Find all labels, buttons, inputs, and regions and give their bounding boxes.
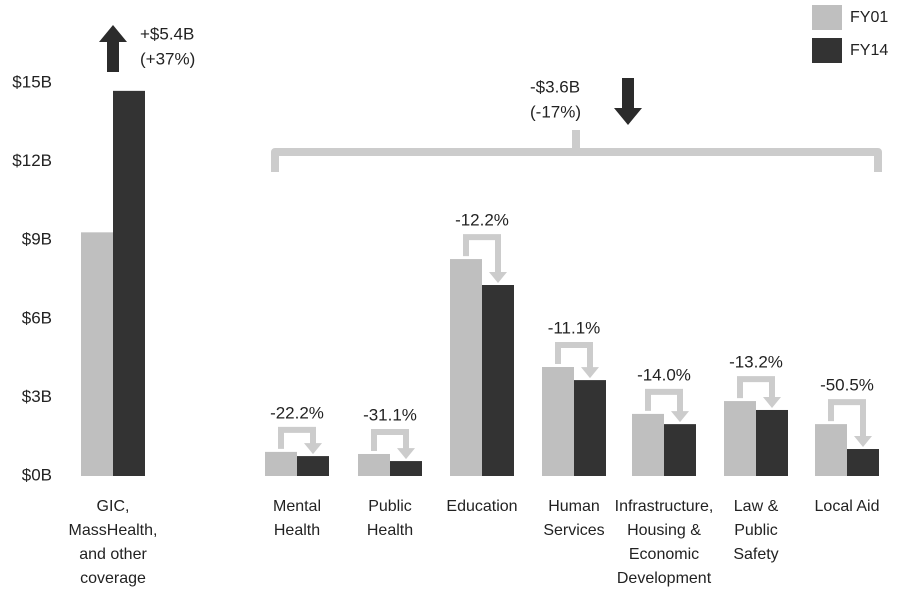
bar bbox=[81, 232, 113, 476]
x-tick-label: Safety bbox=[733, 546, 778, 563]
y-tick-label: $9B bbox=[22, 230, 52, 249]
x-tick-label: Education bbox=[446, 498, 517, 515]
bar bbox=[113, 90, 145, 477]
bar bbox=[574, 380, 606, 476]
y-tick-label: $12B bbox=[12, 151, 52, 170]
x-tick-label: Law & bbox=[734, 498, 779, 515]
bracket bbox=[271, 130, 882, 172]
legend-swatch bbox=[812, 5, 842, 30]
legend-swatch bbox=[812, 38, 842, 63]
x-tick-label: Health bbox=[367, 522, 413, 539]
change-arrowhead bbox=[671, 411, 689, 423]
bar bbox=[847, 449, 879, 476]
x-tick-label: Economic bbox=[629, 546, 699, 563]
bar bbox=[724, 401, 756, 476]
bar bbox=[542, 367, 574, 476]
change-label: -14.0% bbox=[637, 365, 691, 384]
change-arrow bbox=[278, 426, 316, 449]
x-tick-label: Human bbox=[548, 498, 600, 515]
x-tick-label: and other bbox=[79, 546, 147, 563]
annotation: -$3.6B bbox=[530, 77, 580, 96]
x-tick-label: Services bbox=[543, 522, 604, 539]
annotation: (-17%) bbox=[530, 102, 581, 121]
y-tick-label: $15B bbox=[12, 72, 52, 91]
legend-label: FY01 bbox=[850, 9, 888, 26]
x-tick-label: Housing & bbox=[627, 522, 701, 539]
change-arrowhead bbox=[304, 443, 322, 455]
change-arrow bbox=[371, 428, 409, 451]
x-tick-label: coverage bbox=[80, 570, 146, 587]
change-label: -31.1% bbox=[363, 405, 417, 424]
change-arrow bbox=[463, 234, 501, 274]
change-arrow bbox=[645, 388, 683, 413]
change-arrow bbox=[828, 399, 866, 438]
x-tick-label: Public bbox=[368, 498, 412, 515]
bar bbox=[632, 413, 664, 476]
change-label: -12.2% bbox=[455, 211, 509, 230]
y-tick-label: $6B bbox=[22, 308, 52, 327]
bar bbox=[390, 461, 422, 476]
x-tick-label: Local Aid bbox=[815, 498, 880, 515]
y-tick-label: $3B bbox=[22, 387, 52, 406]
change-label: -50.5% bbox=[820, 376, 874, 395]
x-tick-label: Development bbox=[617, 570, 712, 587]
change-arrow bbox=[555, 342, 593, 369]
change-arrowhead bbox=[854, 436, 872, 448]
bar bbox=[815, 424, 847, 476]
x-tick-label: Health bbox=[274, 522, 320, 539]
annotation: +$5.4B bbox=[140, 24, 194, 43]
bar bbox=[482, 285, 514, 476]
change-arrowhead bbox=[581, 367, 599, 379]
change-arrowhead bbox=[763, 396, 781, 408]
bar bbox=[265, 451, 297, 476]
up-arrow bbox=[99, 25, 127, 72]
bar bbox=[756, 409, 788, 476]
x-tick-label: Infrastructure, bbox=[615, 498, 714, 515]
annotation: (+37%) bbox=[140, 49, 195, 68]
bar bbox=[664, 424, 696, 476]
change-label: -22.2% bbox=[270, 403, 324, 422]
x-tick-label: GIC, bbox=[97, 498, 130, 515]
bar bbox=[358, 453, 390, 476]
change-arrow bbox=[737, 376, 775, 399]
x-tick-label: Mental bbox=[273, 498, 321, 515]
legend-label: FY14 bbox=[850, 42, 888, 59]
x-tick-label: Public bbox=[734, 522, 778, 539]
x-tick-label: MassHealth, bbox=[69, 522, 158, 539]
bar bbox=[297, 456, 329, 476]
down-arrow bbox=[614, 78, 642, 125]
change-label: -11.1% bbox=[548, 318, 601, 337]
change-label: -13.2% bbox=[729, 353, 783, 372]
y-tick-label: $0B bbox=[22, 465, 52, 484]
bar bbox=[450, 259, 482, 476]
change-arrowhead bbox=[489, 272, 507, 284]
change-arrowhead bbox=[397, 448, 415, 460]
